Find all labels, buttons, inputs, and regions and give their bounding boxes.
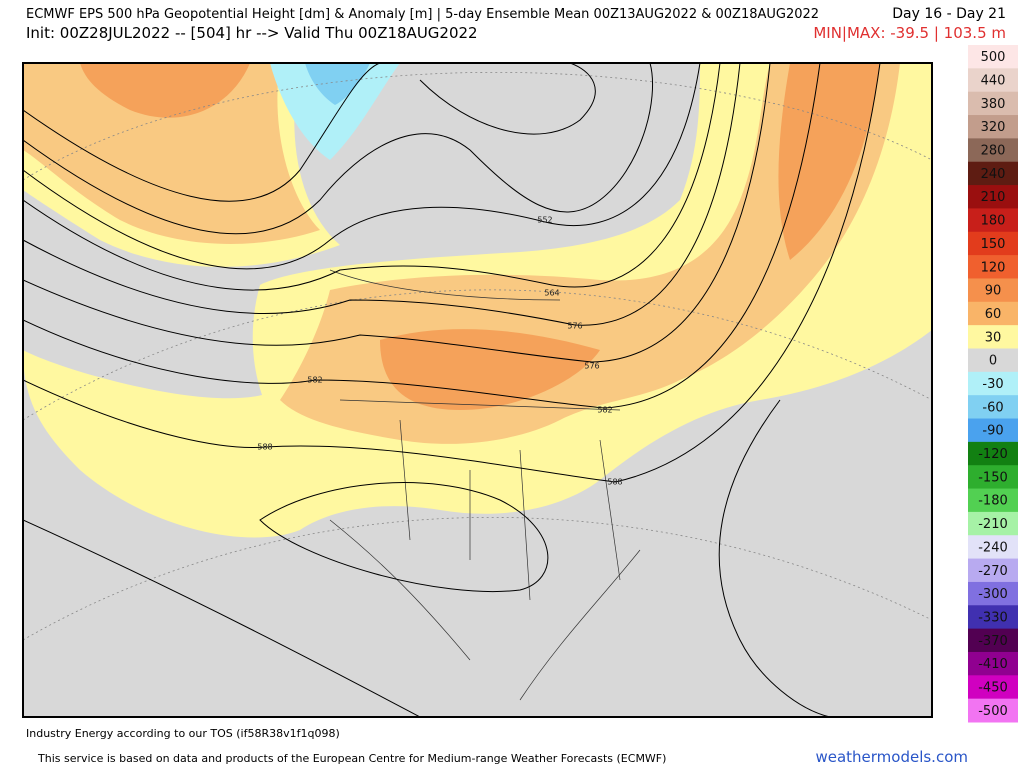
colorbar-swatch: [968, 698, 1018, 723]
colorbar-label: 280: [981, 144, 1006, 159]
colorbar-swatch: [968, 185, 1018, 209]
colorbar-swatch: [968, 395, 1018, 420]
anomaly-orange-dark: [80, 63, 250, 118]
colorbar-swatch: [968, 138, 1018, 163]
colorbar-swatch: [968, 371, 1018, 396]
map: 552 564 576 576 582 582 588 588: [23, 63, 932, 717]
contour-label: 588: [257, 443, 272, 452]
colorbar-label: -370: [978, 634, 1008, 649]
colorbar-swatch: [968, 511, 1018, 536]
colorbar-label: -270: [978, 564, 1008, 579]
colorbar-label: 90: [985, 284, 1002, 299]
colorbar-label: 500: [981, 50, 1006, 65]
colorbar-label: -30: [982, 377, 1003, 392]
colorbar-swatch: [968, 255, 1018, 279]
colorbar-swatch: [968, 628, 1018, 653]
colorbar-swatch: [968, 441, 1018, 466]
colorbar-label: 0: [989, 354, 997, 369]
colorbar-label: -300: [978, 587, 1008, 602]
colorbar-label: -330: [978, 610, 1008, 625]
init: Init: 00Z28JUL2022 -- [504] hr --> Valid…: [26, 24, 478, 42]
colorbar-label: 180: [981, 214, 1006, 229]
colorbar-label: -210: [978, 517, 1008, 532]
colorbar-swatch: [968, 675, 1018, 700]
colorbar-swatch: [968, 348, 1018, 373]
colorbar-swatch: [968, 115, 1018, 139]
anomaly-orange-dark: [778, 63, 880, 260]
contour-label: 582: [307, 376, 322, 385]
colorbar-swatch: [968, 91, 1018, 116]
contour-label: 588: [607, 478, 622, 487]
colorbar-swatch: [968, 535, 1018, 560]
colorbar-label: -180: [978, 494, 1008, 509]
colorbar: 500 440 380 320 280 240 210 180 150 120 90 60 30 0 -30…: [968, 45, 1018, 723]
map-frame: [22, 62, 933, 718]
site-link[interactable]: weathermodels.com: [815, 748, 968, 766]
colorbar-label: -410: [978, 657, 1008, 672]
colorbar-swatch: [968, 231, 1018, 256]
anomaly-orange: [23, 63, 320, 244]
anomaly-orange-dark: [380, 329, 600, 410]
colorbar-swatch: [968, 558, 1018, 583]
colorbar-swatch: [968, 325, 1018, 349]
colorbar-label: 320: [981, 120, 1006, 135]
contour-label: 576: [567, 322, 582, 331]
contour-label: 552: [537, 216, 552, 225]
contour-label: 576: [584, 362, 599, 371]
tos: Industry Energy according to our TOS (if…: [26, 727, 340, 740]
contour-label: 582: [597, 406, 612, 415]
colorbar-swatch: [968, 208, 1018, 233]
colorbar-swatch: [968, 465, 1018, 490]
minmax: MIN|MAX: -39.5 | 103.5 m: [813, 24, 1006, 42]
colorbar-label: -60: [982, 400, 1003, 415]
colorbar-label: -450: [978, 680, 1008, 695]
anomaly-blue: [270, 63, 400, 160]
colorbar-label: 120: [981, 260, 1006, 275]
colorbar-swatch: [968, 45, 1018, 69]
colorbar-swatch: [968, 581, 1018, 606]
colorbar-swatch: [968, 605, 1018, 630]
borders: [329, 269, 641, 701]
colorbar-label: -120: [978, 447, 1008, 462]
credit: This service is based on data and produc…: [37, 752, 666, 765]
graticule: [23, 72, 932, 641]
contour-label: 564: [544, 289, 559, 298]
colorbar-swatch: [968, 161, 1018, 186]
colorbar-swatch: [968, 301, 1018, 326]
colorbar-label: -240: [978, 540, 1008, 555]
height-contours: [23, 63, 881, 717]
colorbar-label: 380: [981, 97, 1006, 112]
colorbar-label: 30: [985, 330, 1002, 345]
colorbar-swatch: [968, 68, 1018, 93]
colorbar-label: 60: [985, 307, 1002, 322]
colorbar-swatch: [968, 488, 1018, 513]
colorbar-label: -90: [982, 424, 1003, 439]
colorbar-label: 210: [981, 190, 1006, 205]
anomaly-blue-dark: [305, 63, 370, 105]
title: ECMWF EPS 500 hPa Geopotential Height [d…: [26, 7, 819, 22]
colorbar-swatch: [968, 278, 1018, 303]
colorbar-label: -500: [978, 704, 1008, 719]
colorbar-label: 150: [981, 237, 1006, 252]
period: Day 16 - Day 21: [892, 6, 1006, 22]
colorbar-swatch: [968, 418, 1018, 443]
colorbar-label: 440: [981, 74, 1006, 89]
colorbar-swatch: [968, 651, 1018, 676]
colorbar-label: 240: [981, 167, 1006, 182]
colorbar-label: -150: [978, 470, 1008, 485]
